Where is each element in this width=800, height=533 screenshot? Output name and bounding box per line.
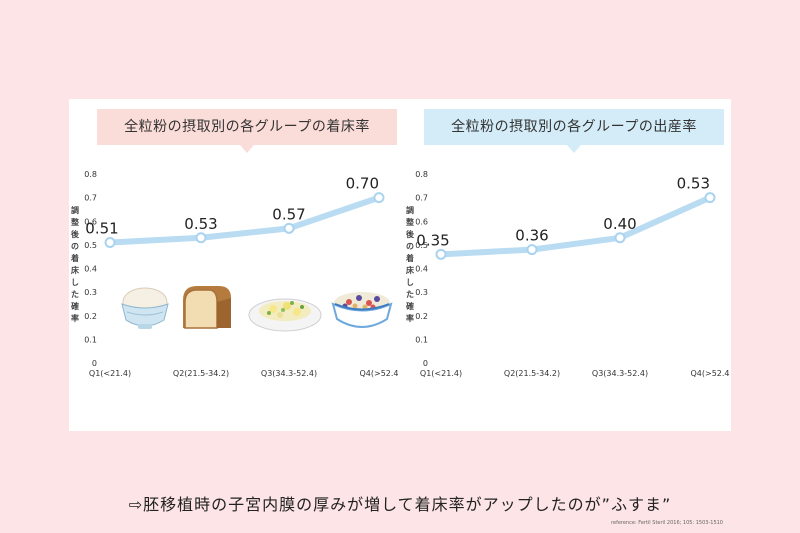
right-data-label: 0.53 xyxy=(677,175,710,193)
left-data-point xyxy=(283,222,295,234)
left-x-tick: Q2(21.5-34.2) xyxy=(173,369,229,378)
rice-bowl-icon xyxy=(121,287,169,329)
left-data-point xyxy=(104,237,116,249)
left-data-label: 0.57 xyxy=(272,205,305,223)
left-x-tick: Q4(>52.4 xyxy=(359,369,398,378)
right-y-tick: 0.7 xyxy=(415,194,428,203)
left-y-tick: 0 xyxy=(92,359,97,368)
left-y-tick: 0.7 xyxy=(84,194,97,203)
right-data-point xyxy=(704,192,716,204)
right-chart-title: 全粒粉の摂取別の各グループの出産率 xyxy=(424,109,724,153)
right-y-axis-label: 調整後の着床した確率 xyxy=(406,206,414,323)
right-y-tick: 0.4 xyxy=(415,265,428,274)
right-y-tick: 0.3 xyxy=(415,288,428,297)
right-y-tick: 0.5 xyxy=(415,241,428,250)
right-y-tick: 0.1 xyxy=(415,335,428,344)
right-series-line xyxy=(438,194,713,258)
left-y-tick: 0.2 xyxy=(84,312,97,321)
right-x-tick: Q3(34.3-52.4) xyxy=(592,369,648,378)
left-data-point xyxy=(195,232,207,244)
left-y-tick: 0.3 xyxy=(84,288,97,297)
left-chart-title: 全粒粉の摂取別の各グループの着床率 xyxy=(97,109,397,153)
right-y-tick: 0 xyxy=(423,359,428,368)
left-data-label: 0.53 xyxy=(184,215,217,233)
right-line-chart: 0 0.1 0.2 0.3 0.4 0.5 0.6 0.7 0.8 Q1(<21.4) Q2(21.… xyxy=(415,170,729,378)
reference-citation: reference: Fertil Steril 2016; 105: 1503… xyxy=(611,520,723,526)
left-series-line xyxy=(107,194,382,246)
right-data-point xyxy=(435,248,447,260)
left-y-tick: 0.1 xyxy=(84,335,97,344)
right-data-label: 0.36 xyxy=(515,227,548,245)
left-x-tick: Q3(34.3-52.4) xyxy=(261,369,317,378)
salad-plate-icon xyxy=(248,298,322,332)
left-y-tick: 0.4 xyxy=(84,265,97,274)
left-x-tick: Q1(<21.4) xyxy=(89,369,131,378)
left-line-chart: 0 0.1 0.2 0.3 0.4 0.5 0.6 0.7 0.8 Q1(<21.4) Q2(21.… xyxy=(84,170,398,378)
right-x-tick: Q4(>52.4 xyxy=(690,369,729,378)
right-y-tick: 0.6 xyxy=(415,217,428,226)
right-y-tick: 0.2 xyxy=(415,312,428,321)
left-data-point xyxy=(373,192,385,204)
right-data-point xyxy=(526,244,538,256)
right-y-tick: 0.8 xyxy=(415,170,428,179)
right-data-point xyxy=(614,232,626,244)
right-data-label: 0.35 xyxy=(416,231,449,249)
footer-conclusion: ⇨胚移植時の子宮内膜の厚みが増して着床率がアップしたのが”ふすま” xyxy=(128,495,672,514)
left-y-axis-label: 調整後の着床した確率 xyxy=(71,206,79,323)
left-y-tick: 0.5 xyxy=(84,241,97,250)
right-data-label: 0.40 xyxy=(603,215,636,233)
left-y-tick: 0.8 xyxy=(84,170,97,179)
left-y-tick: 0.6 xyxy=(84,217,97,226)
cereal-bowl-icon xyxy=(331,292,393,328)
left-data-label: 0.70 xyxy=(346,175,379,193)
right-x-tick: Q1(<21.4) xyxy=(420,369,462,378)
chart-card: 全粒粉の摂取別の各グループの着床率 全粒粉の摂取別の各グループの出産率 調整後の… xyxy=(69,99,731,526)
right-x-tick: Q2(21.5-34.2) xyxy=(504,369,560,378)
left-data-label: 0.51 xyxy=(85,220,118,238)
bread-loaf-icon xyxy=(183,286,231,329)
